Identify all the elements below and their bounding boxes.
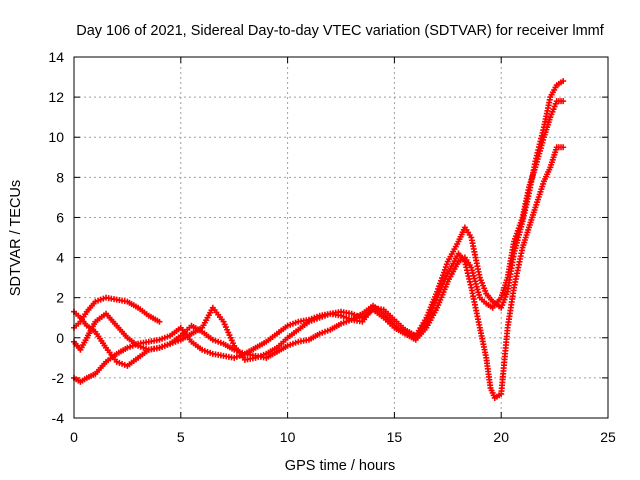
series-trace-2 xyxy=(71,98,567,369)
x-tick-label: 15 xyxy=(387,429,403,445)
y-tick-label: 4 xyxy=(56,250,64,266)
y-tick-label: 2 xyxy=(56,290,64,306)
chart-title: Day 106 of 2021, Sidereal Day-to-day VTE… xyxy=(76,23,605,39)
data-point xyxy=(560,78,567,85)
y-tick-label: 10 xyxy=(48,129,64,145)
y-tick-label: 6 xyxy=(56,209,64,225)
y-tick-label: 0 xyxy=(56,330,64,346)
x-axis-ticks: 0 5 10 15 20 25 xyxy=(70,57,616,445)
x-tick-label: 20 xyxy=(493,429,509,445)
x-tick-label: 25 xyxy=(600,429,616,445)
y-tick-label: -4 xyxy=(52,410,65,426)
x-axis-label: GPS time / hours xyxy=(285,458,395,474)
series-trace-3 xyxy=(71,294,163,331)
data-series xyxy=(71,78,567,401)
x-tick-label: 5 xyxy=(177,429,185,445)
grid-lines xyxy=(74,57,608,418)
series-trace-4 xyxy=(71,78,567,357)
x-tick-label: 10 xyxy=(280,429,296,445)
y-tick-label: 12 xyxy=(48,89,64,105)
plot-frame xyxy=(73,56,609,419)
y-axis-label: SDTVAR / TECUs xyxy=(8,180,24,296)
series-trace-1 xyxy=(71,144,567,401)
y-tick-label: 14 xyxy=(48,49,64,65)
y-tick-label: -2 xyxy=(52,370,65,386)
data-point xyxy=(560,98,567,105)
data-point xyxy=(156,318,163,325)
y-tick-label: 8 xyxy=(56,169,64,185)
data-point xyxy=(560,144,567,151)
x-tick-label: 0 xyxy=(70,429,78,445)
